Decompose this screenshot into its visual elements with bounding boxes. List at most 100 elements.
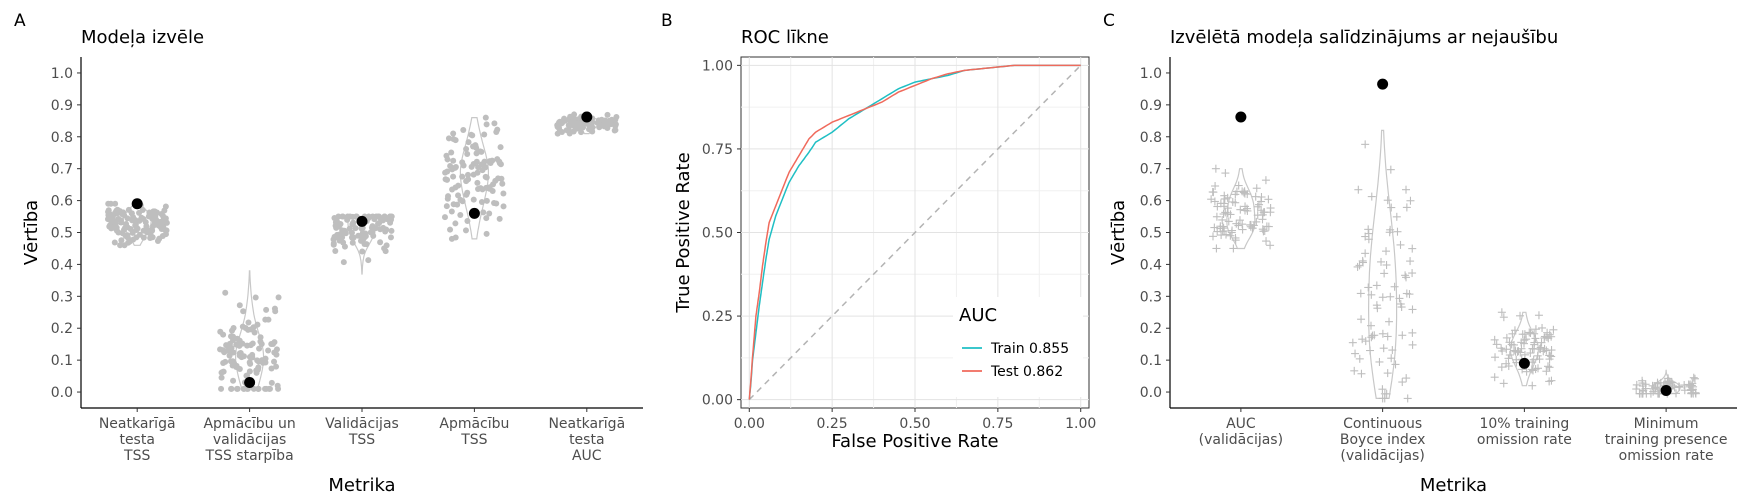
data-point (494, 126, 501, 133)
x-axis-label: Metrika (1420, 475, 1487, 496)
data-point (118, 237, 125, 244)
data-point (368, 224, 375, 231)
data-point (441, 214, 448, 221)
y-tick-label: 0.0 (51, 385, 73, 401)
x-tick-label-line: (validācijas) (1340, 448, 1424, 464)
data-point (612, 116, 619, 123)
data-point (444, 195, 451, 202)
data-point (1383, 196, 1392, 205)
data-point (1632, 380, 1641, 389)
data-point (346, 225, 353, 232)
data-point (449, 165, 456, 172)
data-point (1361, 140, 1370, 149)
data-point (465, 139, 472, 146)
y-tick-label: 1.0 (1140, 66, 1162, 82)
data-point (1368, 331, 1377, 340)
data-point (1366, 346, 1375, 355)
y-axis-label: Vērtība (1108, 200, 1129, 265)
data-point (270, 340, 277, 347)
data-point (607, 121, 614, 128)
data-point (1499, 379, 1508, 388)
data-point (1522, 335, 1531, 344)
y-tick-label: 0.6 (1140, 194, 1162, 210)
data-point (236, 302, 243, 309)
data-point (252, 294, 259, 301)
selected-point (131, 198, 143, 210)
legend-box (953, 297, 1083, 397)
data-point (387, 234, 394, 241)
data-point (1266, 241, 1275, 250)
y-tick-label: 0.4 (51, 257, 73, 273)
data-point (1219, 199, 1228, 208)
data-point (1387, 354, 1396, 363)
data-point (388, 213, 395, 220)
data-point (1211, 164, 1220, 173)
data-point (1380, 269, 1389, 278)
y-tick-label: 0.0 (1140, 385, 1162, 401)
data-point (242, 325, 249, 332)
x-tick-label: 0.25 (817, 416, 848, 432)
x-tick-label: Apmācību TSS (439, 416, 509, 448)
x-tick-label: 0.75 (982, 416, 1013, 432)
violin-outline (1367, 129, 1398, 399)
data-point (1380, 389, 1389, 398)
data-point (1408, 305, 1417, 314)
violin-outline (1226, 168, 1256, 250)
data-point (355, 232, 362, 239)
data-point (1526, 349, 1535, 358)
data-point (574, 120, 581, 127)
data-point (124, 215, 131, 222)
x-tick-label-line: AUC (572, 448, 602, 464)
data-point (128, 210, 135, 217)
data-point (1257, 206, 1266, 215)
data-point (1375, 357, 1384, 366)
x-tick-label-line: omission rate (1619, 448, 1714, 464)
data-point (1351, 349, 1360, 358)
data-point (589, 128, 596, 135)
x-tick-label-line: omission rate (1477, 432, 1572, 448)
data-point (1502, 359, 1511, 368)
data-point (1264, 195, 1273, 204)
data-point (473, 158, 480, 165)
data-point (1255, 200, 1264, 209)
data-point (1675, 383, 1684, 392)
data-point (358, 225, 365, 232)
data-point (1361, 232, 1370, 241)
data-point (158, 225, 165, 232)
data-point (1545, 351, 1554, 360)
data-point (1398, 378, 1407, 387)
data-point (1672, 389, 1681, 398)
data-point (140, 227, 147, 234)
data-point (262, 316, 269, 323)
y-tick-label: 0.2 (51, 321, 73, 337)
x-tick-label-line: TSS (123, 448, 150, 464)
data-point (247, 360, 254, 367)
data-point (148, 226, 155, 233)
data-point (1505, 351, 1514, 360)
data-point (1378, 293, 1387, 302)
data-point (478, 161, 485, 168)
data-point (1502, 333, 1511, 342)
data-point (1396, 240, 1405, 249)
data-point (333, 224, 340, 231)
data-point (1528, 344, 1537, 353)
data-point (1392, 212, 1401, 221)
data-point (112, 220, 119, 227)
data-point (122, 225, 129, 232)
data-point (1235, 216, 1244, 225)
data-point (1387, 203, 1396, 212)
data-point (1406, 257, 1415, 266)
data-point (1386, 292, 1395, 301)
data-point (115, 215, 122, 222)
data-point (486, 210, 493, 217)
y-tick-label: 0.7 (1140, 162, 1162, 178)
data-point (500, 203, 507, 210)
data-point (1497, 344, 1506, 353)
data-point (1528, 381, 1537, 390)
data-point (464, 171, 471, 178)
data-point (1504, 354, 1513, 363)
data-point (496, 215, 503, 222)
data-point (443, 203, 450, 210)
x-tick-label: 1.00 (1065, 416, 1096, 432)
y-tick-label: 0.8 (51, 130, 73, 146)
